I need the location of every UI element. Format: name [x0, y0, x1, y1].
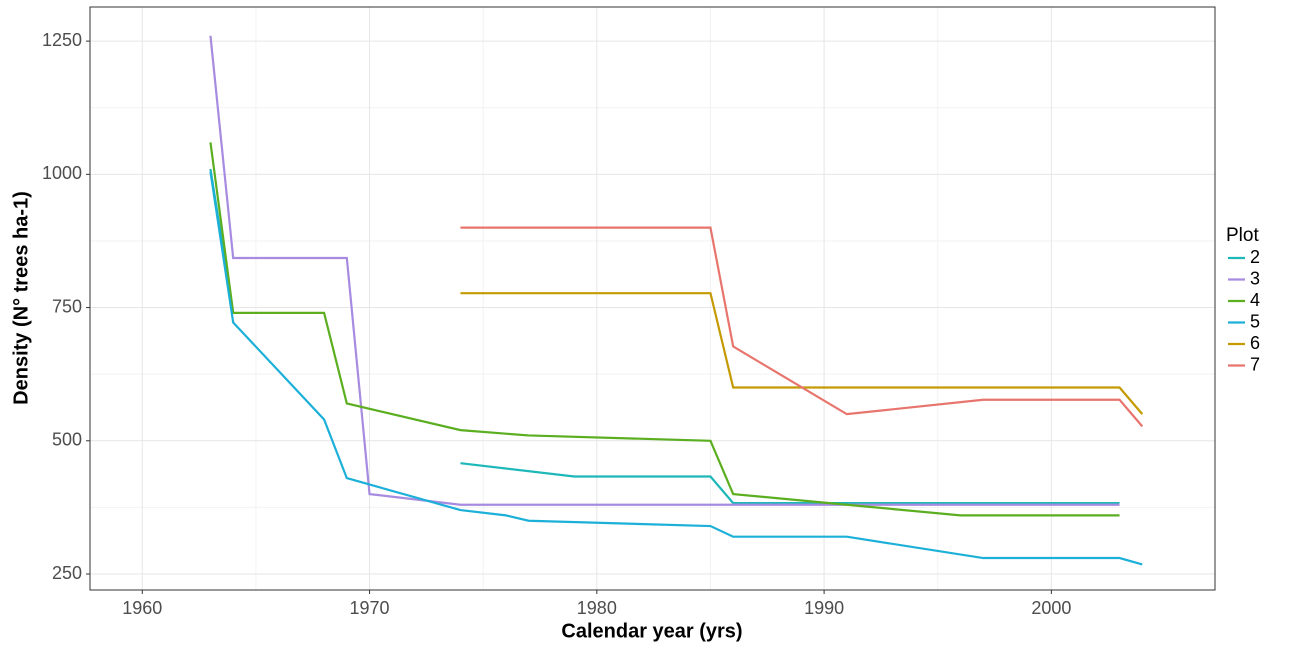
y-axis-title: Density (N° trees ha-1) [10, 191, 32, 405]
panel [90, 7, 1215, 590]
x-tick-label: 2000 [1031, 598, 1071, 618]
legend-label: 6 [1250, 333, 1260, 353]
legend-label: 3 [1250, 268, 1260, 288]
y-tick-label: 750 [52, 296, 82, 316]
y-tick-label: 500 [52, 430, 82, 450]
series-line [209, 35, 1120, 506]
y-tick-label: 1000 [42, 163, 82, 183]
x-tick-label: 1960 [122, 598, 162, 618]
series-line [209, 171, 1143, 566]
x-tick-label: 1980 [577, 598, 617, 618]
x-tick-label: 1990 [804, 598, 844, 618]
panel-border [89, 6, 1216, 591]
y-tick-label: 250 [52, 563, 82, 583]
legend-label: 2 [1250, 247, 1260, 267]
x-tick-label: 1970 [350, 598, 390, 618]
x-axis-title: Calendar year (yrs) [561, 620, 742, 642]
legend-label: 5 [1250, 311, 1260, 331]
series-line [209, 142, 1120, 517]
legend-title: Plot [1226, 225, 1259, 246]
series-line [460, 292, 1144, 415]
series-line [460, 226, 1144, 428]
y-tick-label: 1250 [42, 30, 82, 50]
legend-label: 4 [1250, 290, 1260, 310]
legend-label: 7 [1250, 354, 1260, 374]
